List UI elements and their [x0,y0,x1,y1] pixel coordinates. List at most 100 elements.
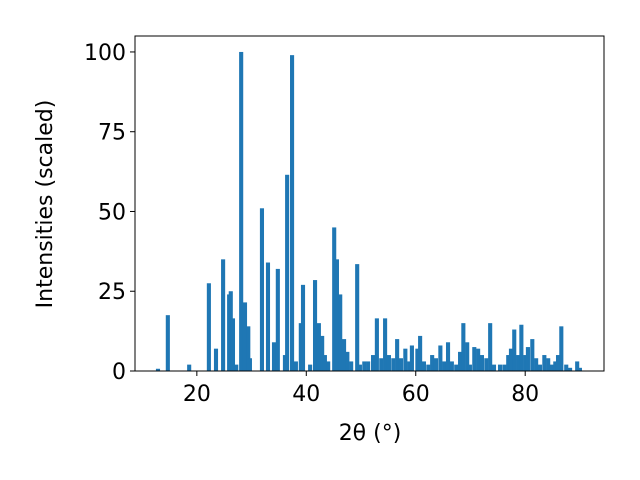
bar [442,361,447,371]
bar [282,355,288,371]
bar [298,323,303,371]
bar [290,55,295,372]
bar [564,364,569,371]
bar [445,342,451,371]
bar [275,268,280,371]
bar [488,323,493,371]
bar [407,361,412,371]
bar [362,361,367,371]
bar [512,329,517,371]
bar [523,355,528,371]
bar [426,364,431,371]
bar [484,358,489,371]
bar [530,339,535,371]
bar [242,302,248,371]
bar [465,342,470,371]
bar [461,323,466,371]
bar [308,364,313,371]
bar [300,284,306,371]
bar [568,367,573,371]
bar [398,358,404,371]
bar [575,361,580,371]
x-tick-label: 80 [511,382,539,407]
bar [458,351,463,371]
y-tick-label: 50 [98,200,126,225]
bar [433,358,439,371]
bar [476,348,481,371]
y-tick-label: 100 [84,41,126,66]
bar [537,364,543,371]
bar [230,318,236,371]
bar [546,358,551,371]
bar [265,262,271,371]
bar [338,294,343,371]
bar [430,355,435,371]
bar [502,364,507,371]
bar [516,355,521,371]
bar [366,361,371,371]
y-tick-label: 0 [112,360,126,385]
bar [371,355,376,371]
bar [577,367,582,371]
bar [559,326,564,371]
bar [415,348,420,371]
bar [239,51,244,371]
bar [549,364,555,371]
bar [342,339,347,371]
bar [479,355,485,371]
bar [316,323,321,371]
bar [320,335,325,371]
y-tick-label: 75 [98,121,126,146]
bar [334,259,339,371]
bar [467,364,472,371]
bar [508,348,514,371]
bar [285,174,290,371]
bar [349,361,354,371]
bar [555,355,561,371]
bar [259,208,265,371]
x-tick-label: 60 [402,382,430,407]
bar [491,364,497,371]
bar [234,364,239,371]
bar [206,283,211,371]
bar [322,355,327,371]
bar [418,335,423,371]
bar [472,347,477,371]
bar [454,364,459,371]
y-axis-label: Intensities (scaled) [33,100,58,309]
bar [187,364,192,371]
bar [386,355,391,371]
bar [395,339,400,371]
bar [379,358,384,371]
bar [497,364,503,371]
bar [221,259,226,371]
bar [383,318,388,371]
bar [421,361,427,371]
bar [326,361,331,371]
bar [409,345,414,371]
bar [247,358,252,371]
bar [355,264,360,371]
bar [374,318,379,371]
bar [449,361,454,371]
x-axis-label: 2θ (°) [339,421,402,446]
bar [228,291,233,371]
bar [271,342,277,371]
bar [165,315,170,371]
bar [519,324,524,371]
bar [332,227,337,371]
bar [525,347,530,371]
bar [391,358,396,371]
x-tick-label: 40 [292,382,320,407]
bar [293,361,298,371]
bar [213,348,219,371]
bar [553,361,558,371]
bar [534,358,539,371]
bar [345,351,350,371]
bar [246,326,251,371]
bar [506,355,511,371]
bar [312,280,318,371]
bar [155,368,161,371]
bar [403,348,408,371]
